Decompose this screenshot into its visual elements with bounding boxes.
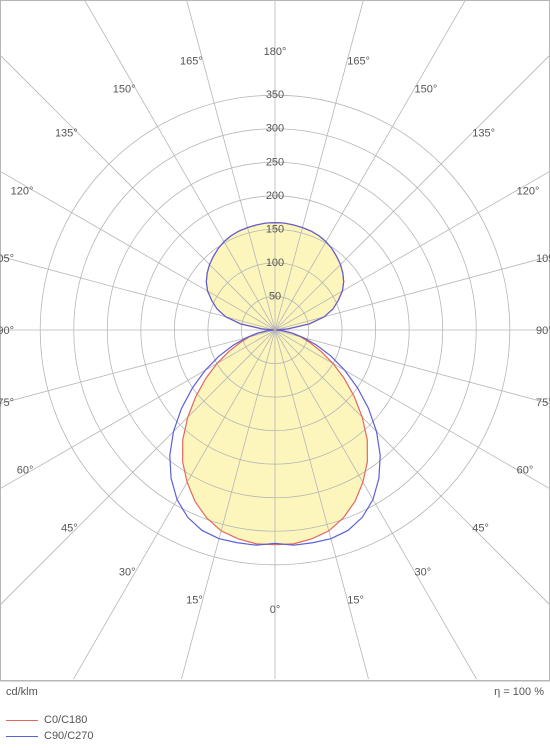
svg-text:165°: 165° [180, 56, 203, 68]
svg-text:30°: 30° [119, 567, 136, 579]
svg-text:75°: 75° [0, 397, 14, 409]
svg-text:75°: 75° [536, 397, 550, 409]
legend-swatch [6, 736, 38, 737]
svg-text:15°: 15° [186, 594, 203, 606]
svg-text:90°: 90° [536, 325, 550, 337]
svg-text:180°: 180° [264, 46, 287, 58]
svg-text:150°: 150° [113, 83, 136, 95]
svg-text:120°: 120° [11, 186, 34, 198]
legend-item: C90/C270 [6, 728, 94, 744]
svg-text:50: 50 [269, 290, 281, 302]
svg-text:120°: 120° [517, 186, 540, 198]
svg-text:200: 200 [266, 190, 284, 202]
unit-label: cd/klm [6, 686, 38, 698]
svg-text:150°: 150° [415, 83, 438, 95]
svg-text:135°: 135° [55, 128, 78, 140]
svg-text:105°: 105° [536, 253, 550, 265]
legend-label: C90/C270 [44, 730, 94, 742]
svg-text:105°: 105° [0, 253, 14, 265]
svg-text:150: 150 [266, 223, 284, 235]
svg-text:60°: 60° [17, 465, 34, 477]
svg-text:300: 300 [266, 123, 284, 135]
polar-chart-svg: 50 100 150 200 250 300 350 0° 15° 15° 30° 30° 45° 45°… [0, 0, 550, 700]
svg-text:350: 350 [266, 89, 284, 101]
legend-item: C0/C180 [6, 712, 94, 728]
svg-text:30°: 30° [415, 567, 432, 579]
svg-text:165°: 165° [347, 56, 370, 68]
svg-text:0°: 0° [270, 604, 281, 616]
efficiency-label: η = 100 % [494, 686, 544, 698]
svg-text:135°: 135° [472, 128, 495, 140]
svg-text:90°: 90° [0, 325, 14, 337]
legend-swatch [6, 720, 38, 721]
legend-label: C0/C180 [44, 714, 87, 726]
svg-text:60°: 60° [517, 465, 534, 477]
polar-chart-page: 50 100 150 200 250 300 350 0° 15° 15° 30° 30° 45° 45°… [0, 0, 550, 750]
svg-text:100: 100 [266, 257, 284, 269]
svg-text:45°: 45° [472, 522, 489, 534]
svg-text:15°: 15° [347, 594, 364, 606]
svg-text:45°: 45° [61, 522, 78, 534]
legend: C0/C180 C90/C270 [6, 712, 94, 744]
svg-text:250: 250 [266, 156, 284, 168]
